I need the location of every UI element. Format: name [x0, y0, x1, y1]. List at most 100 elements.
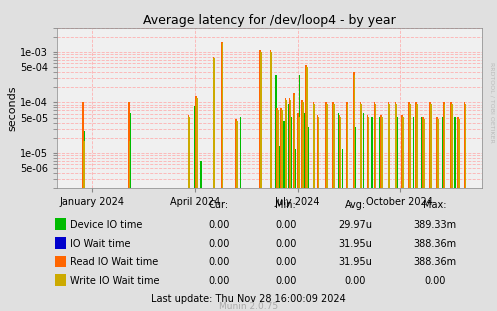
Bar — [306, 67, 308, 188]
Bar — [346, 102, 347, 188]
Bar — [437, 119, 439, 188]
Text: 388.36m: 388.36m — [414, 239, 456, 248]
Text: 0.00: 0.00 — [424, 276, 446, 286]
Bar — [326, 104, 328, 188]
Bar — [379, 117, 381, 188]
Bar — [260, 52, 262, 188]
Text: 0.00: 0.00 — [275, 257, 297, 267]
Bar — [307, 128, 309, 188]
Bar — [371, 117, 373, 188]
Text: 0.00: 0.00 — [344, 276, 366, 286]
Text: Cur:: Cur: — [209, 200, 229, 210]
Bar — [430, 104, 432, 188]
Bar — [317, 149, 319, 188]
Bar — [375, 104, 376, 188]
Bar — [325, 128, 327, 188]
Bar — [288, 104, 289, 188]
Bar — [443, 102, 445, 188]
Text: 29.97u: 29.97u — [338, 220, 372, 230]
Bar — [194, 105, 195, 188]
Bar — [347, 104, 348, 188]
Bar — [297, 113, 299, 188]
Text: Max:: Max: — [423, 200, 447, 210]
Bar — [299, 75, 301, 188]
Bar — [129, 141, 131, 188]
Bar — [302, 102, 304, 188]
Bar — [465, 104, 466, 188]
Bar — [303, 113, 305, 188]
Bar — [367, 117, 369, 188]
Bar — [423, 119, 424, 188]
Bar — [450, 102, 452, 188]
Bar — [337, 113, 339, 188]
Bar — [301, 100, 303, 188]
Bar — [295, 149, 296, 188]
Bar — [409, 104, 411, 188]
Bar — [236, 122, 238, 188]
Bar — [129, 113, 131, 188]
Bar — [339, 115, 340, 188]
Text: 0.00: 0.00 — [275, 276, 297, 286]
Bar — [464, 102, 465, 188]
Bar — [339, 117, 341, 188]
Bar — [396, 104, 397, 188]
Bar — [413, 117, 414, 188]
Text: 31.95u: 31.95u — [338, 239, 372, 248]
Text: Device IO time: Device IO time — [70, 220, 142, 230]
Bar — [342, 149, 343, 188]
Bar — [409, 102, 410, 188]
Bar — [354, 75, 355, 188]
Bar — [367, 115, 368, 188]
Bar — [380, 115, 382, 188]
Bar — [360, 104, 362, 188]
Text: 388.36m: 388.36m — [414, 257, 456, 267]
Bar — [285, 100, 287, 188]
Bar — [333, 104, 335, 188]
Bar — [325, 102, 327, 188]
Text: Munin 2.0.75: Munin 2.0.75 — [219, 301, 278, 310]
Bar — [280, 108, 282, 188]
Text: 0.00: 0.00 — [208, 276, 230, 286]
Bar — [294, 95, 295, 188]
Bar — [293, 93, 295, 188]
Bar — [354, 128, 356, 188]
Bar — [269, 50, 271, 188]
Bar — [270, 52, 272, 188]
Bar — [360, 102, 361, 188]
Bar — [289, 98, 290, 188]
Bar — [388, 149, 389, 188]
Bar — [283, 122, 285, 188]
Bar — [259, 50, 261, 188]
Bar — [402, 117, 404, 188]
Bar — [396, 117, 398, 188]
Bar — [374, 102, 375, 188]
Title: Average latency for /dev/loop4 - by year: Average latency for /dev/loop4 - by year — [143, 14, 396, 27]
Bar — [290, 117, 292, 188]
Text: 31.95u: 31.95u — [338, 257, 372, 267]
Text: Write IO Wait time: Write IO Wait time — [70, 276, 159, 286]
Bar — [388, 104, 390, 188]
Bar — [381, 117, 383, 188]
Bar — [415, 102, 417, 188]
Bar — [346, 117, 347, 188]
Bar — [82, 102, 84, 188]
Text: Last update: Thu Nov 28 16:00:09 2024: Last update: Thu Nov 28 16:00:09 2024 — [151, 294, 346, 304]
Text: Min:: Min: — [275, 200, 296, 210]
Bar — [200, 161, 202, 188]
Bar — [195, 96, 197, 188]
Text: 0.00: 0.00 — [208, 239, 230, 248]
Bar — [196, 98, 197, 188]
Bar — [333, 104, 334, 188]
Bar — [306, 65, 307, 188]
Bar — [240, 117, 242, 188]
Bar — [213, 58, 215, 188]
Bar — [429, 102, 431, 188]
Bar — [454, 117, 456, 188]
Bar — [221, 42, 223, 188]
Bar — [395, 102, 396, 188]
Bar — [332, 102, 334, 188]
Bar — [187, 115, 189, 188]
Bar — [213, 57, 214, 188]
Bar — [290, 100, 291, 188]
Bar — [279, 146, 281, 188]
